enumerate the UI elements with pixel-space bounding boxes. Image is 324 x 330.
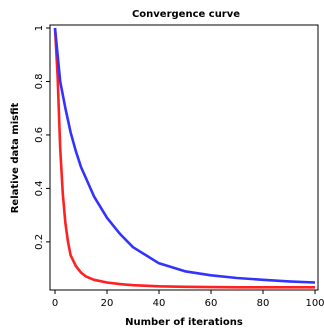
x-axis: 0 20 40 60 80 100 — [52, 290, 324, 309]
y-axis: 0.2 0.4 0.6 0.8 1 — [34, 25, 50, 250]
x-tick-label: 60 — [205, 298, 218, 309]
y-tick-label: 0.8 — [34, 74, 45, 90]
x-tick-label: 20 — [101, 298, 114, 309]
plot-frame — [49, 24, 319, 291]
y-tick-label: 0.6 — [34, 127, 45, 143]
x-axis-label: Number of iterations — [125, 317, 243, 328]
y-axis-label: Relative data misfit — [10, 103, 21, 214]
y-tick-label: 1 — [34, 25, 45, 31]
series-line-1 — [53, 27, 315, 289]
series-layer — [53, 27, 316, 289]
x-tick-label: 0 — [52, 298, 58, 309]
y-tick-label: 0.2 — [34, 234, 45, 250]
chart-title: Convergence curve — [132, 9, 240, 20]
y-tick-label: 0.4 — [34, 180, 45, 196]
x-tick-label: 100 — [305, 298, 324, 309]
x-tick-label: 80 — [257, 298, 270, 309]
x-tick-label: 40 — [153, 298, 166, 309]
series-line-2 — [53, 27, 316, 284]
